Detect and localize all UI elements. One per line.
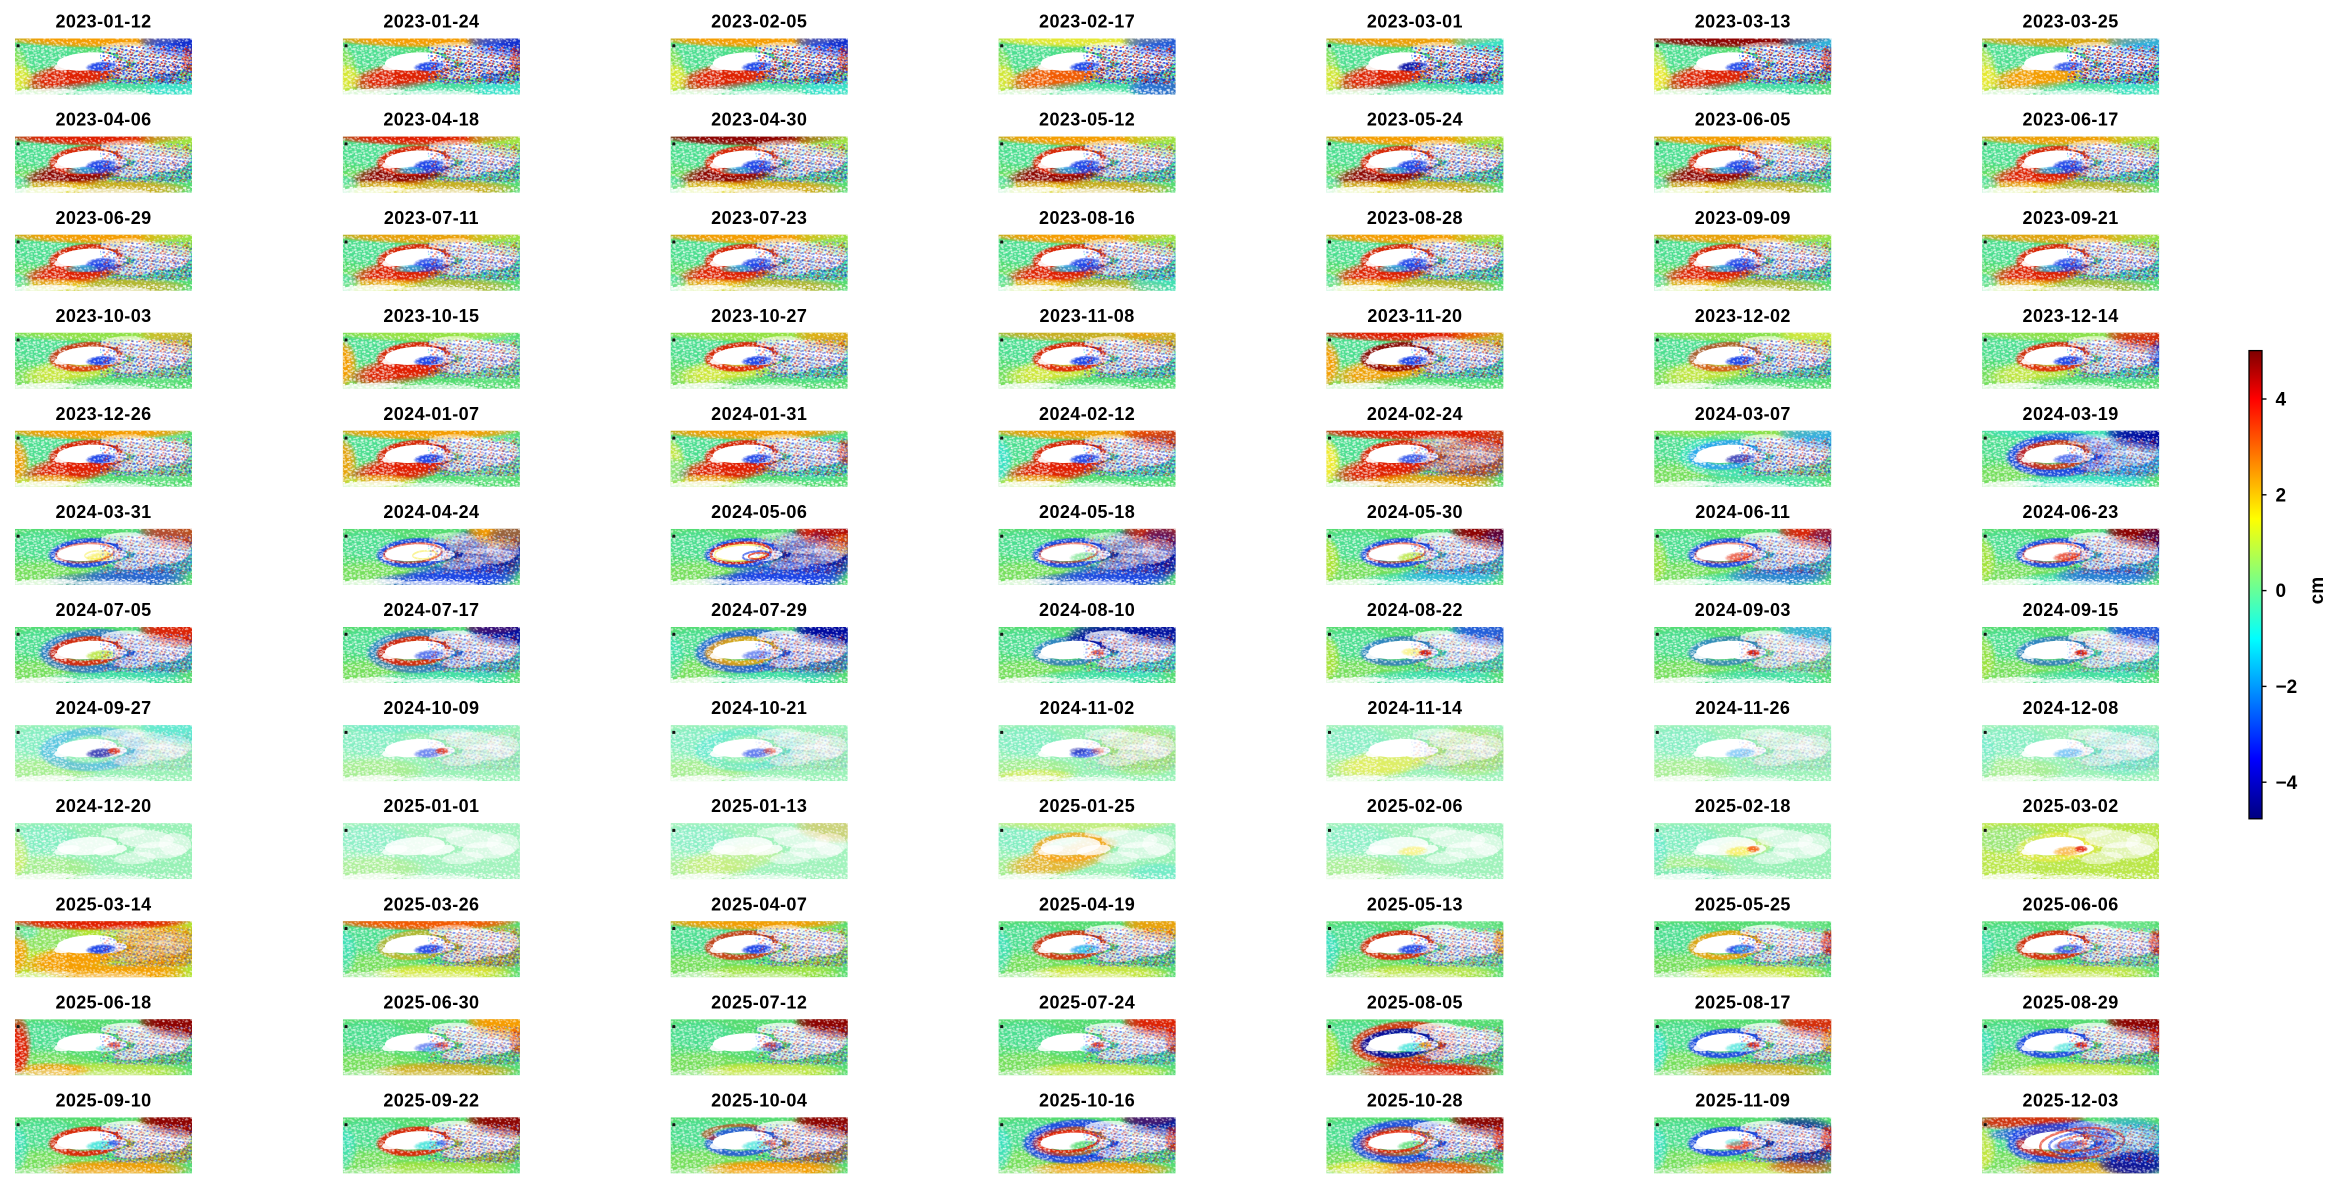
svg-text:2023-11-08: 2023-11-08 (1040, 306, 1135, 326)
svg-text:2024-05-30: 2024-05-30 (1367, 502, 1463, 522)
svg-text:2023-06-17: 2023-06-17 (2023, 110, 2119, 130)
svg-text:2025-07-12: 2025-07-12 (711, 992, 807, 1012)
svg-text:2023-06-05: 2023-06-05 (1695, 110, 1791, 130)
svg-text:2023-04-18: 2023-04-18 (383, 110, 479, 130)
svg-text:2025-06-18: 2025-06-18 (55, 992, 151, 1012)
svg-text:2025-04-19: 2025-04-19 (1039, 894, 1135, 914)
svg-text:2024-06-11: 2024-06-11 (1695, 502, 1790, 522)
svg-text:2024-08-10: 2024-08-10 (1039, 600, 1135, 620)
svg-text:2025-06-30: 2025-06-30 (383, 992, 479, 1012)
svg-text:2023-08-16: 2023-08-16 (1039, 208, 1135, 228)
svg-text:0: 0 (2276, 581, 2287, 602)
svg-text:2024-02-24: 2024-02-24 (1367, 404, 1463, 424)
svg-text:2024-11-02: 2024-11-02 (1040, 698, 1135, 718)
svg-text:4: 4 (2276, 390, 2287, 411)
svg-text:2024-05-06: 2024-05-06 (711, 502, 807, 522)
svg-text:2025-08-29: 2025-08-29 (2023, 992, 2119, 1012)
svg-text:2025-12-03: 2025-12-03 (2023, 1091, 2119, 1111)
svg-text:2025-01-13: 2025-01-13 (711, 796, 807, 816)
svg-text:2024-05-18: 2024-05-18 (1039, 502, 1135, 522)
svg-text:2024-01-07: 2024-01-07 (383, 404, 479, 424)
svg-text:2025-11-09: 2025-11-09 (1695, 1091, 1790, 1111)
svg-text:2023-02-17: 2023-02-17 (1039, 12, 1135, 32)
svg-text:2024-07-05: 2024-07-05 (55, 600, 151, 620)
svg-text:2024-03-19: 2024-03-19 (2023, 404, 2119, 424)
svg-text:2025-08-17: 2025-08-17 (1695, 992, 1791, 1012)
svg-text:2024-03-07: 2024-03-07 (1695, 404, 1791, 424)
svg-text:2023-10-03: 2023-10-03 (55, 306, 151, 326)
svg-text:2: 2 (2276, 485, 2287, 506)
svg-text:2023-04-06: 2023-04-06 (55, 110, 151, 130)
svg-text:2025-10-28: 2025-10-28 (1367, 1091, 1463, 1111)
svg-text:2024-11-14: 2024-11-14 (1367, 698, 1462, 718)
svg-text:2023-12-14: 2023-12-14 (2023, 306, 2119, 326)
svg-text:2024-10-09: 2024-10-09 (383, 698, 479, 718)
svg-text:2023-04-30: 2023-04-30 (711, 110, 807, 130)
svg-text:2023-01-24: 2023-01-24 (383, 12, 479, 32)
svg-text:2025-01-25: 2025-01-25 (1039, 796, 1135, 816)
svg-text:cm: cm (2307, 577, 2328, 604)
svg-text:2024-07-29: 2024-07-29 (711, 600, 807, 620)
svg-text:2025-03-02: 2025-03-02 (2023, 796, 2119, 816)
svg-text:2023-01-12: 2023-01-12 (55, 12, 151, 32)
svg-text:2024-04-24: 2024-04-24 (383, 502, 479, 522)
svg-text:2023-07-23: 2023-07-23 (711, 208, 807, 228)
svg-text:2024-07-17: 2024-07-17 (383, 600, 479, 620)
svg-text:2023-08-28: 2023-08-28 (1367, 208, 1463, 228)
svg-text:2024-10-21: 2024-10-21 (711, 698, 807, 718)
svg-text:2023-09-09: 2023-09-09 (1695, 208, 1791, 228)
svg-text:2025-04-07: 2025-04-07 (711, 894, 807, 914)
svg-text:2025-08-05: 2025-08-05 (1367, 992, 1463, 1012)
svg-text:2023-03-01: 2023-03-01 (1367, 12, 1463, 32)
svg-text:2024-11-26: 2024-11-26 (1695, 698, 1790, 718)
svg-text:2025-03-26: 2025-03-26 (383, 894, 479, 914)
svg-text:2025-07-24: 2025-07-24 (1039, 992, 1135, 1012)
svg-text:2025-05-25: 2025-05-25 (1695, 894, 1791, 914)
svg-text:−2: −2 (2276, 677, 2298, 698)
svg-text:2024-02-12: 2024-02-12 (1039, 404, 1135, 424)
svg-text:2024-09-15: 2024-09-15 (2023, 600, 2119, 620)
svg-text:2024-08-22: 2024-08-22 (1367, 600, 1463, 620)
svg-text:2023-07-11: 2023-07-11 (384, 208, 479, 228)
svg-text:2023-12-02: 2023-12-02 (1695, 306, 1791, 326)
svg-text:−4: −4 (2276, 773, 2298, 794)
svg-text:2025-09-22: 2025-09-22 (383, 1091, 479, 1111)
svg-text:2025-06-06: 2025-06-06 (2023, 894, 2119, 914)
svg-text:2023-11-20: 2023-11-20 (1367, 306, 1462, 326)
svg-text:2023-05-24: 2023-05-24 (1367, 110, 1463, 130)
svg-text:2025-10-04: 2025-10-04 (711, 1091, 807, 1111)
svg-text:2024-03-31: 2024-03-31 (55, 502, 151, 522)
svg-text:2025-02-06: 2025-02-06 (1367, 796, 1463, 816)
svg-text:2025-03-14: 2025-03-14 (55, 894, 151, 914)
svg-text:2023-03-13: 2023-03-13 (1695, 12, 1791, 32)
svg-text:2023-05-12: 2023-05-12 (1039, 110, 1135, 130)
svg-text:2023-09-21: 2023-09-21 (2023, 208, 2119, 228)
svg-text:2023-10-27: 2023-10-27 (711, 306, 807, 326)
svg-text:2025-09-10: 2025-09-10 (55, 1091, 151, 1111)
svg-text:2024-09-03: 2024-09-03 (1695, 600, 1791, 620)
svg-text:2025-05-13: 2025-05-13 (1367, 894, 1463, 914)
svg-text:2024-06-23: 2024-06-23 (2023, 502, 2119, 522)
svg-text:2023-06-29: 2023-06-29 (55, 208, 151, 228)
svg-text:2025-01-01: 2025-01-01 (383, 796, 479, 816)
svg-text:2023-12-26: 2023-12-26 (55, 404, 151, 424)
svg-text:2024-09-27: 2024-09-27 (55, 698, 151, 718)
svg-text:2025-02-18: 2025-02-18 (1695, 796, 1791, 816)
svg-text:2023-03-25: 2023-03-25 (2023, 12, 2119, 32)
svg-text:2025-10-16: 2025-10-16 (1039, 1091, 1135, 1111)
svg-text:2023-02-05: 2023-02-05 (711, 12, 807, 32)
svg-text:2024-12-20: 2024-12-20 (55, 796, 151, 816)
svg-text:2024-12-08: 2024-12-08 (2023, 698, 2119, 718)
svg-text:2024-01-31: 2024-01-31 (711, 404, 807, 424)
svg-text:2023-10-15: 2023-10-15 (383, 306, 479, 326)
